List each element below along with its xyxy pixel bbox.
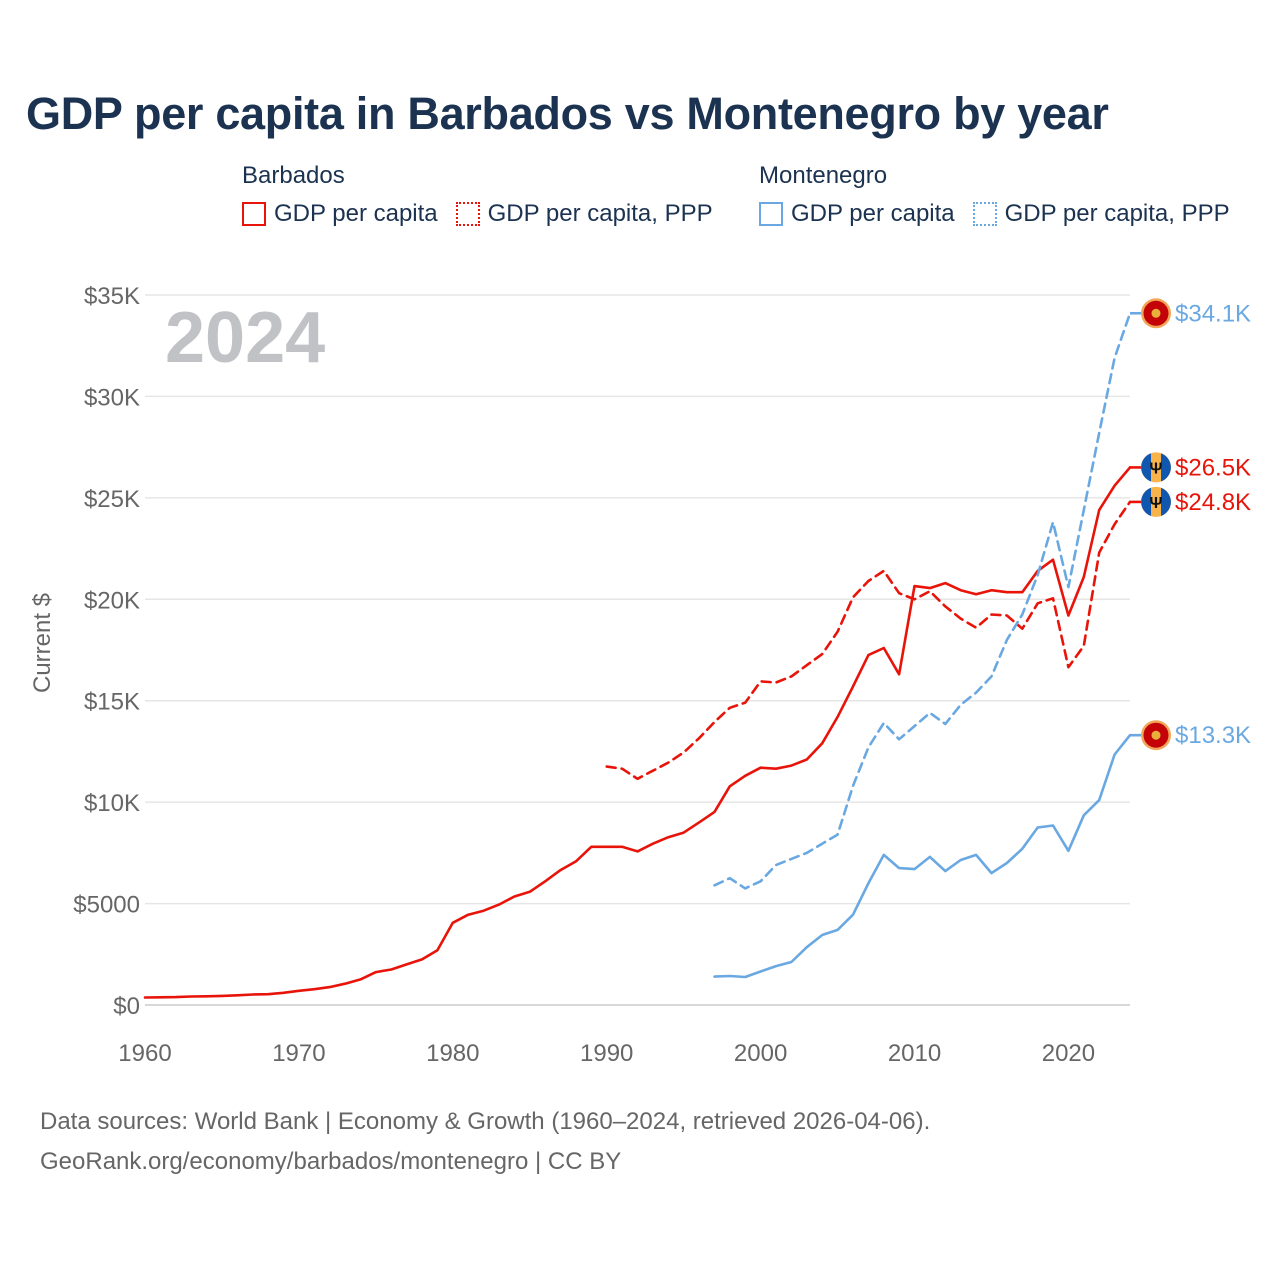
series-line-montenegro-gdp[interactable] (713, 733, 1132, 979)
y-tick-label: $10K (84, 790, 140, 817)
flag-band (1161, 487, 1171, 516)
legend-group-title: Montenegro (759, 162, 888, 189)
x-tick-label: 2020 (1042, 1040, 1095, 1067)
legend-swatch-solid (759, 202, 783, 226)
series-line-barbados-gdp-ppp[interactable] (605, 500, 1132, 781)
chart-title: GDP per capita in Barbados vs Montenegro… (26, 88, 1109, 139)
y-axis-title: Current $ (29, 593, 56, 693)
barbados-flag-icon: Ψ (1141, 452, 1171, 483)
gridlines (145, 294, 1130, 1006)
end-value-label: $24.8K (1175, 489, 1251, 516)
y-tick-label: $15K (84, 689, 140, 716)
legend-label: GDP per capita, PPP (1004, 200, 1230, 227)
legend-group-barbados: Barbados GDP per capita GDP per capita, … (242, 162, 713, 228)
legend-group-montenegro: Montenegro GDP per capita GDP per capita… (759, 162, 1230, 228)
y-tick-label: $30K (84, 384, 140, 411)
series-line-montenegro-gdp-ppp[interactable] (713, 312, 1132, 890)
end-value-label: $26.5K (1175, 454, 1251, 481)
legend-item-montenegro-gdp-ppp[interactable]: GDP per capita, PPP (972, 200, 1230, 228)
y-tick-label: $5000 (73, 892, 140, 919)
legend-label: GDP per capita (274, 200, 438, 227)
x-axis-ticks: 1960 1970 1980 1990 2000 2010 2020 (118, 1040, 1095, 1067)
source-line-2: GeoRank.org/economy/barbados/montenegro … (40, 1148, 622, 1175)
trident-glyph: Ψ (1150, 495, 1163, 512)
legend-swatch-dotted (972, 202, 997, 226)
flag-emblem (1151, 308, 1161, 318)
montenegro-flag-icon (1141, 720, 1171, 751)
series-line-barbados-gdp[interactable] (143, 466, 1132, 999)
legend-swatch-solid (242, 202, 266, 226)
flag-emblem (1151, 730, 1161, 740)
y-axis-ticks: $0 $5000 $10K $15K $20K $25K $30K $35K (73, 283, 140, 1020)
x-tick-label: 2010 (888, 1040, 941, 1067)
y-tick-label: $0 (113, 993, 140, 1020)
x-tick-label: 1980 (426, 1040, 479, 1067)
legend-item-montenegro-gdp[interactable]: GDP per capita (759, 200, 955, 228)
x-tick-label: 1970 (272, 1040, 325, 1067)
legend-item-barbados-gdp[interactable]: GDP per capita (242, 200, 438, 228)
source-line-1: Data sources: World Bank | Economy & Gro… (40, 1108, 931, 1135)
flag-band (1161, 453, 1171, 482)
flag-band (1141, 487, 1151, 516)
flag-band (1141, 453, 1151, 482)
legend-swatch-dotted (455, 202, 480, 226)
legend-label: GDP per capita, PPP (487, 200, 713, 227)
legend-label: GDP per capita (791, 200, 955, 227)
y-tick-label: $25K (84, 486, 140, 513)
series-lines (143, 312, 1132, 999)
y-tick-label: $20K (84, 587, 140, 614)
x-tick-label: 1960 (118, 1040, 171, 1067)
legend-item-barbados-gdp-ppp[interactable]: GDP per capita, PPP (455, 200, 713, 228)
end-labels: Ψ $26.5K Ψ $24.8K $13.3K $34.1K (1130, 298, 1251, 751)
barbados-flag-icon: Ψ (1141, 486, 1171, 517)
x-tick-label: 1990 (580, 1040, 633, 1067)
montenegro-flag-icon (1141, 298, 1171, 329)
year-label: 2024 (165, 298, 325, 378)
legend-group-title: Barbados (242, 162, 345, 189)
end-value-label: $34.1K (1175, 300, 1251, 327)
end-value-label: $13.3K (1175, 722, 1251, 749)
trident-glyph: Ψ (1150, 460, 1163, 477)
x-tick-label: 2000 (734, 1040, 787, 1067)
y-tick-label: $35K (84, 283, 140, 310)
